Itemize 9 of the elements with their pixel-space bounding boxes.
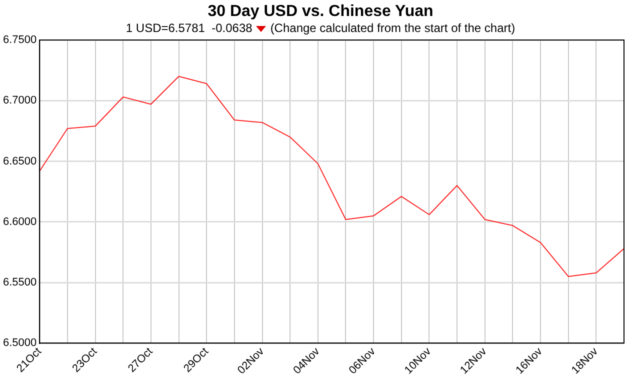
chart-subtitle: 1 USD=6.5781 -0.0638 [126, 21, 252, 35]
y-tick-label: 6.7000 [2, 94, 37, 107]
chart-title: 30 Day USD vs. Chinese Yuan [206, 3, 434, 21]
y-tick-label: 6.6500 [2, 155, 37, 168]
y-tick-label: 6.5000 [2, 337, 37, 350]
y-tick-label: 6.6000 [2, 216, 37, 228]
text: (Change calculated from the start of the chart) [270, 21, 516, 35]
y-tick-label: 6.5500 [2, 276, 37, 289]
y-tick-label: 6.7500 [2, 34, 37, 46]
